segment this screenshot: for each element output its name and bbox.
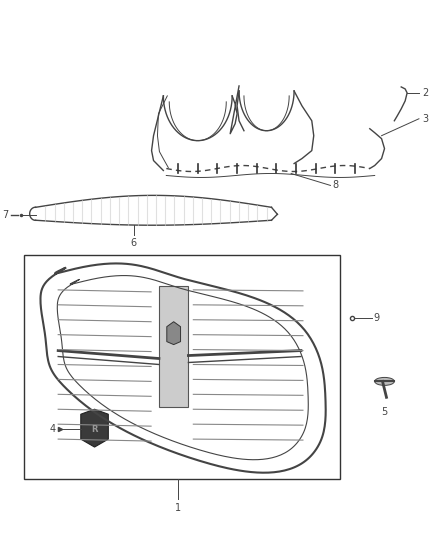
Ellipse shape: [374, 377, 394, 385]
Bar: [24, 255, 340, 479]
Bar: [159, 286, 188, 407]
Polygon shape: [81, 409, 108, 447]
Text: 3: 3: [422, 114, 428, 124]
Text: 7: 7: [2, 210, 8, 220]
Text: 4: 4: [49, 424, 55, 434]
Text: R: R: [91, 425, 98, 434]
Text: 5: 5: [381, 407, 388, 417]
Text: 8: 8: [332, 181, 339, 190]
Text: 6: 6: [131, 238, 137, 248]
Text: 2: 2: [422, 88, 428, 98]
Text: 9: 9: [374, 313, 380, 323]
Text: 1: 1: [175, 503, 181, 513]
Polygon shape: [167, 322, 180, 345]
